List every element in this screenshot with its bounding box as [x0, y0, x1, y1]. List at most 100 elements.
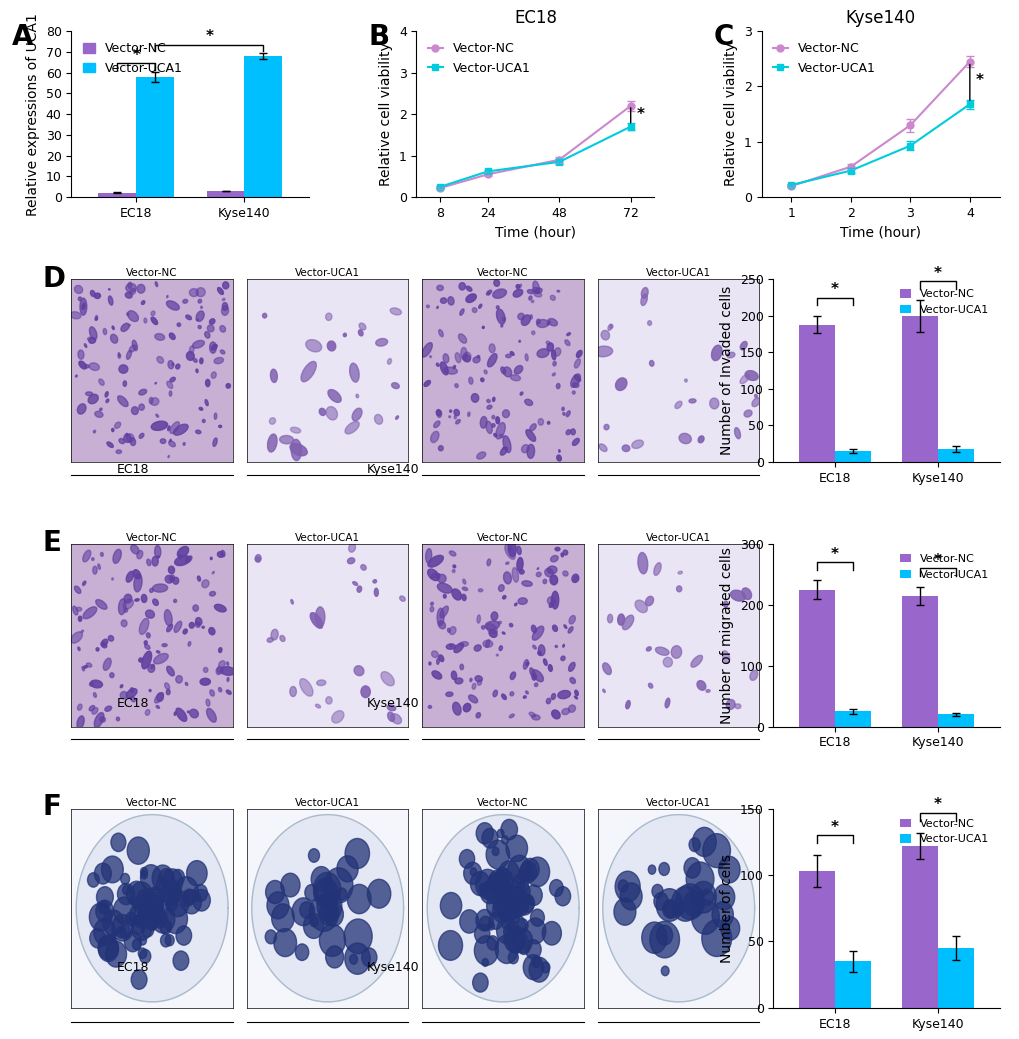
Circle shape: [529, 957, 548, 982]
Ellipse shape: [463, 703, 471, 712]
Ellipse shape: [424, 380, 430, 387]
Ellipse shape: [554, 645, 556, 647]
Ellipse shape: [94, 693, 97, 697]
Ellipse shape: [155, 545, 161, 558]
Ellipse shape: [123, 434, 131, 443]
Ellipse shape: [105, 707, 111, 712]
Ellipse shape: [525, 691, 528, 694]
Ellipse shape: [533, 292, 541, 297]
Circle shape: [648, 865, 655, 874]
Ellipse shape: [430, 607, 433, 612]
Circle shape: [151, 910, 159, 921]
Circle shape: [362, 948, 377, 966]
Ellipse shape: [222, 282, 228, 289]
Circle shape: [165, 935, 174, 945]
Ellipse shape: [90, 683, 93, 686]
Bar: [901, 846, 937, 1008]
Circle shape: [159, 869, 174, 887]
Ellipse shape: [437, 575, 445, 583]
Circle shape: [132, 920, 145, 935]
Ellipse shape: [196, 311, 204, 321]
Ellipse shape: [111, 428, 114, 431]
Ellipse shape: [754, 395, 757, 398]
Ellipse shape: [454, 383, 458, 388]
Ellipse shape: [82, 630, 84, 633]
Ellipse shape: [399, 596, 405, 602]
Ellipse shape: [121, 620, 127, 627]
Ellipse shape: [436, 307, 438, 309]
Ellipse shape: [727, 352, 735, 357]
Ellipse shape: [438, 655, 443, 662]
Ellipse shape: [290, 439, 302, 460]
Ellipse shape: [135, 598, 139, 602]
Line: Vector-UCA1: Vector-UCA1: [436, 124, 634, 190]
Ellipse shape: [174, 621, 181, 633]
Ellipse shape: [356, 394, 359, 398]
Circle shape: [700, 889, 712, 905]
Ellipse shape: [538, 645, 544, 656]
Ellipse shape: [552, 625, 557, 632]
Circle shape: [519, 861, 536, 883]
Ellipse shape: [688, 399, 695, 403]
Ellipse shape: [429, 355, 431, 357]
Circle shape: [139, 948, 147, 959]
Circle shape: [133, 896, 149, 914]
Ellipse shape: [546, 343, 553, 351]
Bar: [835, 712, 870, 726]
Circle shape: [651, 884, 662, 898]
Vector-UCA1: [963, 98, 975, 110]
Ellipse shape: [428, 705, 431, 709]
Ellipse shape: [536, 349, 548, 357]
Ellipse shape: [466, 294, 476, 302]
Ellipse shape: [354, 666, 364, 675]
Circle shape: [525, 939, 541, 959]
Text: Kyse140: Kyse140: [366, 696, 419, 710]
Ellipse shape: [205, 400, 208, 405]
Circle shape: [174, 877, 198, 906]
Ellipse shape: [468, 695, 477, 703]
Ellipse shape: [531, 300, 533, 302]
Ellipse shape: [537, 652, 540, 656]
Ellipse shape: [565, 340, 570, 346]
Ellipse shape: [210, 690, 214, 696]
Ellipse shape: [576, 350, 582, 357]
Circle shape: [147, 886, 165, 908]
Circle shape: [495, 879, 513, 900]
Ellipse shape: [155, 282, 158, 287]
Ellipse shape: [529, 668, 535, 677]
Ellipse shape: [571, 429, 575, 435]
Ellipse shape: [214, 357, 223, 364]
Circle shape: [494, 868, 510, 885]
Ellipse shape: [152, 557, 158, 566]
Ellipse shape: [532, 288, 539, 293]
Ellipse shape: [76, 716, 85, 728]
Circle shape: [344, 838, 369, 869]
Title: Vector-UCA1: Vector-UCA1: [294, 268, 360, 278]
Ellipse shape: [142, 651, 152, 669]
Ellipse shape: [149, 690, 151, 692]
Ellipse shape: [721, 650, 729, 663]
Ellipse shape: [425, 549, 431, 563]
Ellipse shape: [164, 610, 172, 625]
Ellipse shape: [485, 421, 492, 433]
Ellipse shape: [279, 435, 293, 444]
Circle shape: [520, 874, 526, 881]
Circle shape: [717, 856, 740, 883]
Ellipse shape: [433, 421, 439, 428]
Ellipse shape: [227, 677, 229, 682]
Circle shape: [472, 974, 488, 992]
Ellipse shape: [476, 452, 485, 459]
Circle shape: [521, 858, 539, 880]
Ellipse shape: [89, 705, 95, 711]
Ellipse shape: [574, 375, 580, 381]
Circle shape: [655, 888, 682, 922]
Ellipse shape: [551, 350, 555, 359]
Circle shape: [673, 903, 683, 915]
Bar: [99, 192, 137, 197]
Ellipse shape: [387, 712, 394, 721]
Circle shape: [314, 878, 337, 908]
Ellipse shape: [453, 409, 459, 416]
Ellipse shape: [170, 377, 175, 382]
Ellipse shape: [173, 424, 187, 435]
Ellipse shape: [507, 540, 516, 557]
